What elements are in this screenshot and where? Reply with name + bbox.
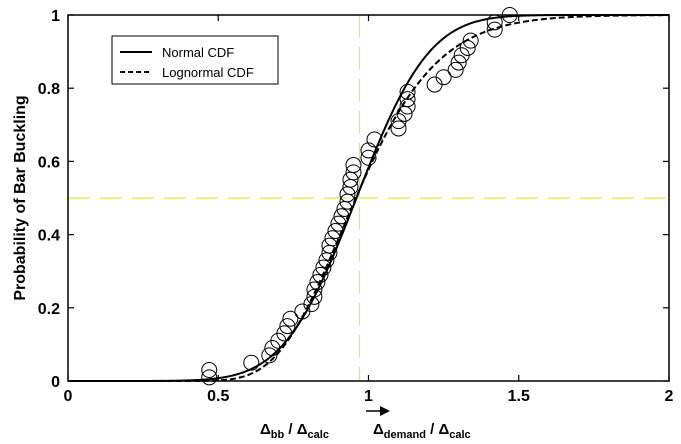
y-tick-label: 0.2 (38, 301, 60, 318)
legend-box (111, 35, 279, 85)
x-axis-arrow (366, 406, 390, 416)
observation-point (345, 157, 362, 174)
observation-point (201, 362, 218, 379)
x-axis-label-right: Δdemand / Δcalc (373, 421, 471, 441)
x-axis-label-left: Δbb / Δcalc (260, 421, 329, 441)
y-tick-label: 1 (51, 8, 60, 25)
observation-point (201, 369, 218, 386)
observation-point (399, 91, 416, 108)
observation-point (486, 21, 503, 38)
y-tick-label: 0.6 (38, 154, 60, 171)
axis-ticks: 0 0.5 1 1.5 2 0 0.2 0.4 0.6 0.8 1 (38, 8, 674, 405)
observation-points (201, 7, 518, 386)
observation-point (345, 164, 362, 181)
observation-point (450, 54, 467, 71)
y-tick-label: 0.4 (38, 228, 60, 245)
x-tick-label: 2 (665, 388, 674, 405)
y-tick-label: 0 (51, 374, 60, 391)
observation-point (366, 131, 383, 148)
observation-point (261, 347, 278, 364)
observation-point (279, 318, 296, 335)
legend-label-normal-cdf: Normal CDF (162, 45, 234, 60)
observation-point (435, 69, 452, 86)
x-tick-label: 1 (364, 388, 373, 405)
legend: Normal CDF Lognormal CDF (111, 35, 279, 85)
y-axis-label: Probability of Bar Buckling (12, 95, 29, 300)
observation-point (243, 354, 260, 371)
legend-label-lognormal-cdf: Lognormal CDF (162, 65, 254, 80)
reference-lines (68, 15, 669, 381)
observation-point (390, 120, 407, 137)
x-tick-label: 0.5 (207, 388, 229, 405)
x-tick-label: 1.5 (508, 388, 530, 405)
y-tick-label: 0.8 (38, 81, 60, 98)
x-tick-label: 0 (64, 388, 73, 405)
observation-point (447, 61, 464, 78)
observation-point (282, 310, 299, 327)
observation-point (462, 32, 479, 49)
